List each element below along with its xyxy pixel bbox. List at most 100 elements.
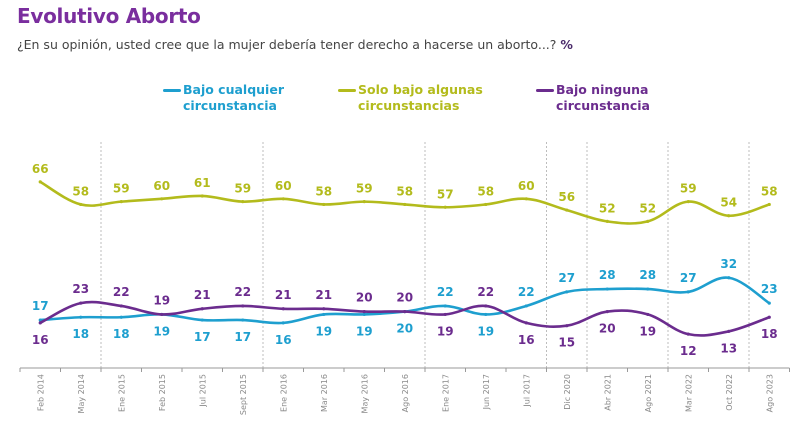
data-point-bajo-cualquier xyxy=(119,315,123,319)
x-tick-label: Feb 2014 xyxy=(36,374,45,411)
data-point-solo-bajo-algunas xyxy=(443,205,447,209)
data-label-bajo-cualquier: 22 xyxy=(437,285,454,299)
legend-swatch-solo-bajo-algunas xyxy=(338,89,356,92)
data-label-bajo-ninguna: 18 xyxy=(761,327,778,341)
data-point-solo-bajo-algunas xyxy=(322,202,326,207)
data-label-bajo-ninguna: 16 xyxy=(32,333,49,347)
data-label-bajo-cualquier: 17 xyxy=(32,299,49,313)
x-tick-label: Jun 2017 xyxy=(482,374,491,410)
data-point-solo-bajo-algunas xyxy=(565,208,569,212)
data-label-bajo-ninguna: 19 xyxy=(153,293,170,307)
data-label-bajo-cualquier: 18 xyxy=(72,327,89,341)
data-point-solo-bajo-algunas xyxy=(79,202,83,207)
data-label-solo-bajo-algunas: 52 xyxy=(599,201,616,215)
data-point-bajo-ninguna xyxy=(443,312,447,317)
data-label-bajo-ninguna: 22 xyxy=(113,285,130,299)
data-label-bajo-cualquier: 19 xyxy=(477,324,494,338)
data-label-solo-bajo-algunas: 59 xyxy=(356,182,373,196)
data-point-bajo-cualquier xyxy=(79,315,83,319)
legend-label-line1: Solo bajo algunas xyxy=(358,82,483,97)
data-point-solo-bajo-algunas xyxy=(160,197,164,201)
data-point-bajo-cualquier xyxy=(686,290,690,294)
data-label-bajo-ninguna: 23 xyxy=(72,282,89,296)
data-label-bajo-cualquier: 27 xyxy=(558,271,575,285)
data-label-solo-bajo-algunas: 59 xyxy=(680,182,697,196)
year-separators xyxy=(100,142,750,368)
data-point-bajo-ninguna xyxy=(38,321,42,325)
x-tick-labels: Feb 2014 May 2014 Ene 2015 Feb 2015 Jul 2015… xyxy=(36,374,774,415)
x-tick-label: Ene 2016 xyxy=(279,374,288,412)
data-point-bajo-cualquier xyxy=(484,312,488,317)
data-point-bajo-cualquier xyxy=(767,301,771,305)
data-label-bajo-ninguna: 20 xyxy=(599,322,616,336)
x-tick-label: Mar 2022 xyxy=(684,374,693,412)
data-label-solo-bajo-algunas: 58 xyxy=(477,184,494,198)
data-label-bajo-ninguna: 20 xyxy=(356,291,373,305)
data-point-bajo-ninguna xyxy=(484,304,488,308)
data-label-solo-bajo-algunas: 61 xyxy=(194,176,211,190)
x-tick-label: Abr 2021 xyxy=(603,374,612,411)
data-point-solo-bajo-algunas xyxy=(119,200,123,204)
x-tick-label: May 2016 xyxy=(360,374,369,413)
data-label-bajo-cualquier: 19 xyxy=(153,324,170,338)
data-label-solo-bajo-algunas: 60 xyxy=(153,179,170,193)
data-label-solo-bajo-algunas: 60 xyxy=(275,179,292,193)
legend-label-line2: circunstancia xyxy=(183,98,277,113)
unit-label: % xyxy=(560,37,573,52)
data-label-bajo-ninguna: 20 xyxy=(396,291,413,305)
data-labels: 66 17 16 58 18 23 59 18 22 60 19 19 61 17 21 59 17 22 60 16… xyxy=(32,162,778,358)
data-point-bajo-cualquier xyxy=(362,312,366,317)
data-label-bajo-cualquier: 18 xyxy=(113,327,130,341)
x-tick-label: Dic 2020 xyxy=(563,374,572,410)
legend-item-bajo-ninguna: Bajo ninguna circunstancia xyxy=(536,82,650,114)
data-point-bajo-cualquier xyxy=(281,321,285,325)
x-tick-label: Ago 2023 xyxy=(765,374,774,412)
x-tick-label: Jul 2017 xyxy=(522,374,531,408)
data-label-bajo-cualquier: 17 xyxy=(234,330,251,344)
data-point-bajo-cualquier xyxy=(727,276,731,280)
x-tick-label: Mar 2016 xyxy=(320,374,329,412)
data-point-solo-bajo-algunas xyxy=(281,197,285,201)
data-point-solo-bajo-algunas xyxy=(200,194,204,198)
data-point-bajo-ninguna xyxy=(79,301,83,305)
data-point-bajo-ninguna xyxy=(281,307,285,311)
data-label-bajo-cualquier: 22 xyxy=(518,285,535,299)
data-label-bajo-cualquier: 28 xyxy=(599,268,616,282)
data-label-solo-bajo-algunas: 66 xyxy=(32,162,49,176)
data-label-solo-bajo-algunas: 59 xyxy=(234,182,251,196)
data-label-solo-bajo-algunas: 58 xyxy=(761,184,778,198)
data-label-bajo-cualquier: 23 xyxy=(761,282,778,296)
data-label-bajo-ninguna: 22 xyxy=(477,285,494,299)
data-point-bajo-ninguna xyxy=(605,310,609,314)
legend-label-line2: circunstancias xyxy=(358,98,460,113)
data-point-bajo-ninguna xyxy=(727,329,731,333)
data-label-bajo-ninguna: 21 xyxy=(194,288,211,302)
data-label-bajo-ninguna: 13 xyxy=(720,341,737,355)
data-point-bajo-cualquier xyxy=(646,287,650,291)
data-point-bajo-cualquier xyxy=(565,290,569,294)
data-point-bajo-ninguna xyxy=(767,315,771,319)
legend-label-line2: circunstancia xyxy=(556,98,650,113)
x-axis xyxy=(19,367,790,372)
data-point-bajo-ninguna xyxy=(403,310,407,314)
data-point-bajo-cualquier xyxy=(322,312,326,317)
data-label-solo-bajo-algunas: 54 xyxy=(720,196,737,210)
data-point-bajo-cualquier xyxy=(605,287,609,291)
data-point-bajo-ninguna xyxy=(160,312,164,317)
data-point-solo-bajo-algunas xyxy=(686,200,690,204)
data-point-bajo-cualquier xyxy=(200,318,204,322)
data-point-bajo-ninguna xyxy=(524,321,528,325)
data-point-bajo-ninguna xyxy=(322,307,326,311)
chart-subtitle: ¿En su opinión, usted cree que la mujer … xyxy=(17,37,573,52)
data-point-solo-bajo-algunas xyxy=(38,180,42,184)
x-tick-label: Sept 2015 xyxy=(239,374,248,415)
data-label-bajo-ninguna: 19 xyxy=(437,324,454,338)
data-point-solo-bajo-algunas xyxy=(403,202,407,207)
data-point-bajo-ninguna xyxy=(241,304,245,308)
legend-item-solo-bajo-algunas: Solo bajo algunas circunstancias xyxy=(338,82,483,114)
data-point-bajo-ninguna xyxy=(200,307,204,311)
data-label-solo-bajo-algunas: 60 xyxy=(518,179,535,193)
data-label-solo-bajo-algunas: 58 xyxy=(315,184,332,198)
legend-swatch-bajo-cualquier xyxy=(163,89,181,92)
